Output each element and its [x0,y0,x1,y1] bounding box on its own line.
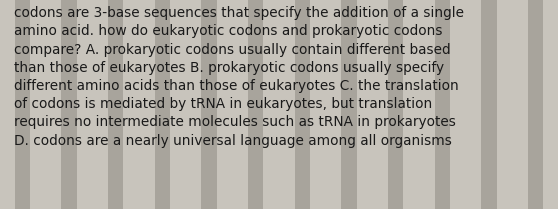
Bar [435,0,450,209]
Bar [388,0,403,209]
Bar [295,0,310,209]
Bar [155,0,170,209]
Bar [201,0,217,209]
Bar [15,0,30,209]
Bar [341,0,357,209]
Bar [481,0,497,209]
Bar [61,0,77,209]
Bar [528,0,543,209]
Text: codons are 3-base sequences that specify the addition of a single
amino acid. ho: codons are 3-base sequences that specify… [14,6,464,148]
Bar [248,0,263,209]
Bar [108,0,123,209]
